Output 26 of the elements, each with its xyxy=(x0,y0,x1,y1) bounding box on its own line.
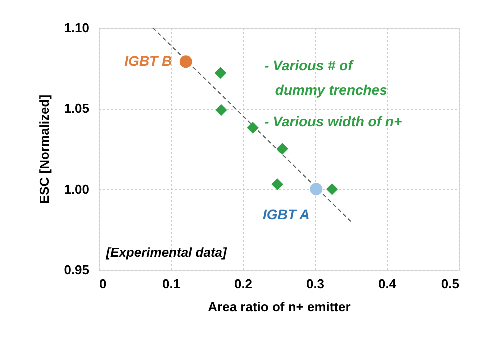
point xyxy=(277,144,288,154)
y-tick-label: 1.05 xyxy=(64,101,90,116)
x-tick-label: 0.5 xyxy=(441,276,460,292)
x-tick-label: 0.4 xyxy=(378,276,398,292)
y-axis-title: ESC [Normalized] xyxy=(37,94,52,204)
x-tick-label: 0.1 xyxy=(162,276,181,292)
y-tick-label: 0.95 xyxy=(64,262,90,278)
annotation: - Various width of n+ xyxy=(264,113,402,130)
series-label: IGBT A xyxy=(262,206,310,222)
x-tick-label: 0.3 xyxy=(306,276,325,292)
point xyxy=(215,68,226,79)
point xyxy=(272,179,284,190)
point xyxy=(326,184,338,195)
x-tick-label: 0.2 xyxy=(234,276,253,292)
point xyxy=(248,122,259,134)
y-tick-label: 1.10 xyxy=(64,20,90,36)
annotation: dummy trenches xyxy=(275,82,388,98)
series-label: IGBT B xyxy=(124,52,172,69)
x-axis-title: Area ratio of n+ emitter xyxy=(208,300,351,314)
annotation: [Experimental data] xyxy=(105,245,228,260)
point xyxy=(310,183,323,196)
point xyxy=(180,56,192,68)
y-tick-label: 1.00 xyxy=(64,182,90,197)
point xyxy=(216,104,227,116)
x-tick-label: 0 xyxy=(100,276,107,292)
annotation: - Various # of xyxy=(264,58,354,74)
